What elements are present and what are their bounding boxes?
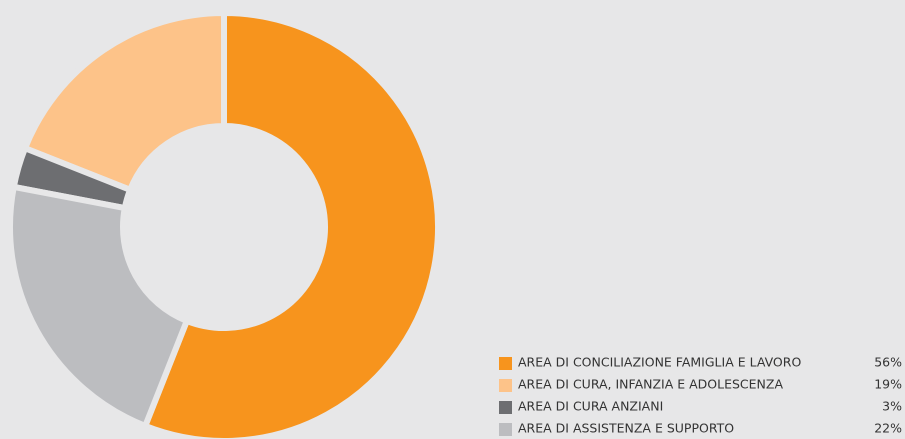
donut-slice [7,183,191,430]
legend-value: 22% [874,421,902,436]
legend-value: 3% [882,399,902,414]
legend-value: 56% [874,355,902,370]
legend-value: 19% [874,377,902,392]
legend-swatch [499,401,512,414]
legend-label: AREA DI CURA, INFANZIA E ADOLESCENZA [518,377,783,392]
donut-slice [21,9,227,194]
legend-swatch [499,423,512,436]
legend-label: AREA DI CURA ANZIANI [518,399,663,414]
legend-swatch [499,357,512,370]
legend-swatch [499,379,512,392]
donut-slice [141,9,441,439]
legend-label: AREA DI ASSISTENZA E SUPPORTO [518,421,734,436]
legend-label: AREA DI CONCILIAZIONE FAMIGLIA E LAVORO [518,355,801,370]
